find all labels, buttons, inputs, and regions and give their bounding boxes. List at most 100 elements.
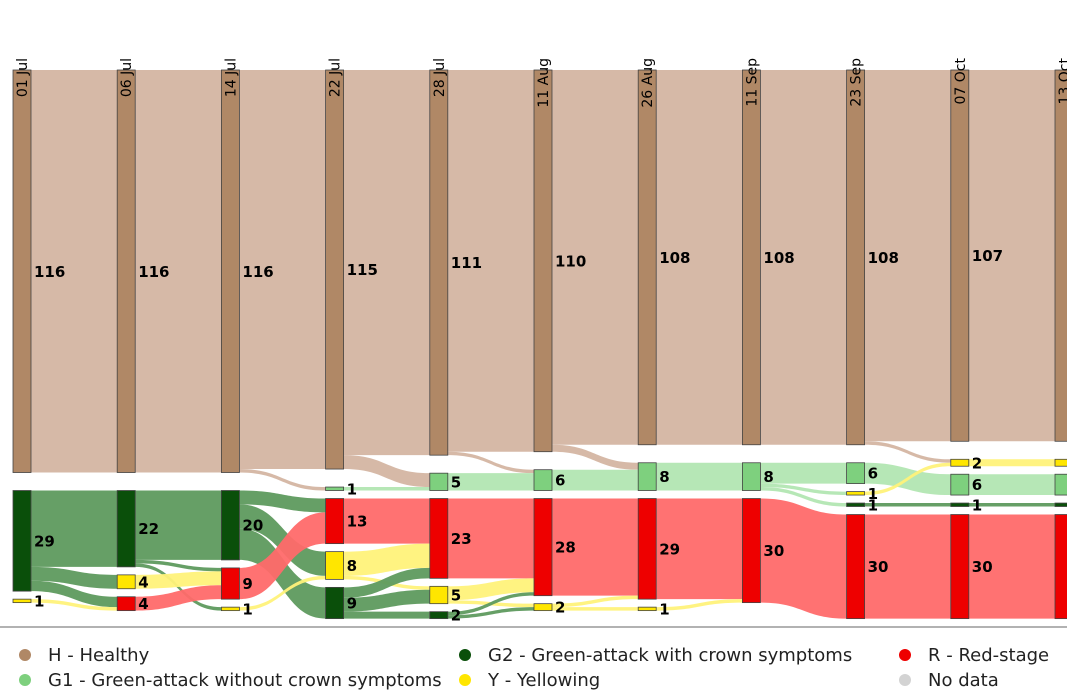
flow bbox=[239, 70, 326, 470]
date-label: 06 Jul bbox=[119, 58, 135, 97]
flow bbox=[239, 575, 326, 611]
legend-label: R - Red-stage bbox=[928, 645, 1049, 666]
node bbox=[846, 491, 865, 496]
flow bbox=[552, 469, 639, 491]
node bbox=[846, 502, 865, 507]
flow bbox=[343, 589, 430, 612]
node bbox=[742, 462, 761, 491]
flow bbox=[864, 462, 951, 496]
node bbox=[429, 498, 449, 579]
node-value-label: 6 bbox=[972, 476, 982, 494]
date-label: 13 Oct bbox=[1057, 58, 1067, 105]
date-label: 22 Jul bbox=[328, 58, 344, 97]
node-value-label: 1 bbox=[868, 485, 878, 503]
node-value-label: 8 bbox=[763, 468, 773, 486]
node bbox=[12, 69, 32, 473]
legend: H - Healthy G1 - Green-attack without cro… bbox=[19, 645, 1049, 691]
legend-label: G2 - Green-attack with crown symptoms bbox=[488, 645, 852, 666]
node-value-label: 116 bbox=[34, 263, 65, 281]
flow bbox=[447, 70, 534, 452]
node-value-label: 20 bbox=[242, 517, 263, 535]
flow bbox=[343, 611, 430, 619]
date-label: 11 Sep bbox=[744, 58, 760, 107]
node bbox=[1054, 458, 1067, 467]
node-value-label: 2 bbox=[972, 454, 982, 472]
node bbox=[116, 596, 136, 612]
legend-swatch bbox=[19, 674, 31, 686]
node bbox=[325, 551, 345, 580]
node-value-label: 1 bbox=[347, 480, 357, 498]
date-label: 26 Aug bbox=[640, 58, 656, 108]
node bbox=[637, 498, 657, 600]
node bbox=[429, 611, 449, 620]
flow bbox=[239, 512, 326, 600]
flow bbox=[31, 580, 118, 608]
node-value-label: 1 bbox=[972, 496, 982, 514]
node-value-label: 30 bbox=[868, 558, 889, 576]
flow bbox=[135, 571, 222, 589]
flow bbox=[447, 578, 534, 601]
flow bbox=[968, 503, 1055, 507]
flow bbox=[760, 487, 847, 507]
node-value-label: 13 bbox=[347, 513, 368, 531]
date-label: 01 Jul bbox=[15, 58, 31, 97]
node-value-label: 6 bbox=[868, 465, 878, 483]
flow bbox=[864, 503, 951, 507]
node bbox=[220, 567, 240, 600]
node bbox=[950, 473, 970, 496]
legend-swatch bbox=[459, 649, 471, 661]
flow bbox=[135, 585, 222, 611]
legend-label: G1 - Green-attack without crown symptoms bbox=[48, 670, 442, 691]
node bbox=[325, 69, 345, 470]
flow bbox=[760, 462, 847, 484]
flow bbox=[135, 559, 222, 572]
flow bbox=[864, 514, 951, 619]
node-value-label: 8 bbox=[347, 557, 357, 575]
legend-swatch bbox=[19, 649, 31, 661]
legend-swatch bbox=[459, 674, 471, 686]
flow bbox=[552, 498, 639, 596]
node bbox=[1054, 502, 1067, 507]
node bbox=[429, 585, 449, 605]
flow bbox=[656, 599, 743, 611]
node bbox=[116, 574, 136, 590]
node bbox=[950, 514, 970, 620]
node bbox=[325, 498, 345, 545]
node-value-label: 5 bbox=[451, 587, 461, 605]
flow bbox=[447, 498, 534, 579]
node bbox=[846, 514, 865, 620]
node bbox=[637, 606, 657, 612]
node-value-label: 1 bbox=[868, 496, 878, 514]
nodes: 1162911162244116209111511389111523521106… bbox=[12, 69, 1067, 625]
node bbox=[742, 69, 761, 446]
node-value-label: 111 bbox=[451, 254, 482, 272]
flow bbox=[864, 70, 951, 442]
node bbox=[325, 486, 345, 491]
node bbox=[637, 69, 657, 446]
node bbox=[116, 69, 136, 473]
flow bbox=[968, 459, 1055, 467]
legend-label: H - Healthy bbox=[48, 645, 150, 666]
flow bbox=[552, 607, 639, 611]
flow bbox=[239, 504, 326, 576]
node-value-label: 1 bbox=[34, 592, 44, 610]
node-value-label: 5 bbox=[451, 473, 461, 491]
node bbox=[1054, 514, 1067, 620]
flow bbox=[968, 70, 1055, 442]
flow bbox=[31, 70, 118, 473]
node-value-label: 108 bbox=[763, 249, 794, 267]
node bbox=[429, 69, 449, 456]
node bbox=[325, 586, 345, 620]
flow bbox=[343, 70, 430, 456]
node bbox=[220, 69, 240, 473]
flow bbox=[343, 498, 430, 544]
legend-swatch bbox=[899, 674, 911, 686]
date-label: 28 Jul bbox=[432, 58, 448, 97]
node-value-label: 2 bbox=[451, 607, 461, 625]
legend-swatch bbox=[899, 649, 911, 661]
flow bbox=[552, 444, 639, 470]
flow bbox=[31, 490, 118, 567]
flow bbox=[447, 592, 534, 616]
node-value-label: 2 bbox=[555, 599, 565, 617]
flow bbox=[760, 70, 847, 445]
